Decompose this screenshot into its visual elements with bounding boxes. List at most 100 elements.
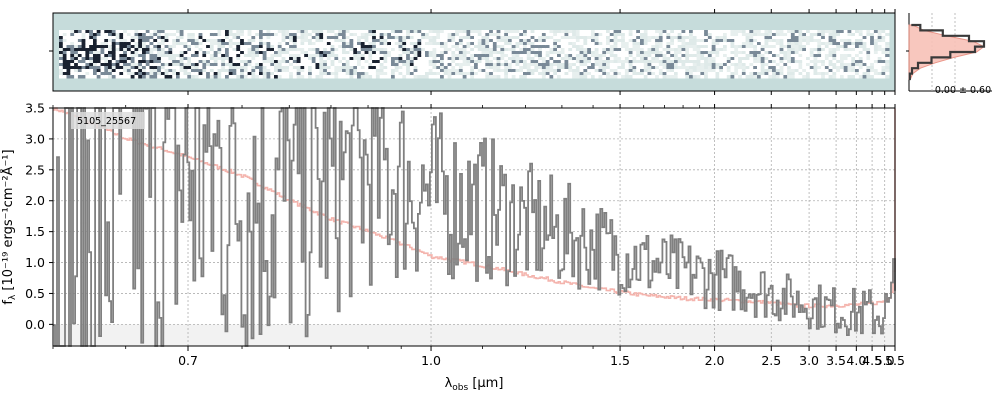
heatmap-cell <box>289 63 294 67</box>
heatmap-cell <box>840 30 845 34</box>
heatmap-cell <box>164 63 169 67</box>
heatmap-cell <box>379 48 384 52</box>
heatmap-cell <box>821 60 826 64</box>
heatmap-cell <box>862 45 867 49</box>
heatmap-cell <box>594 51 599 55</box>
heatmap-cell <box>836 54 841 58</box>
heatmap-cell <box>319 54 324 58</box>
heatmap-cell <box>779 48 784 52</box>
heatmap-cell <box>59 45 64 49</box>
heatmap-cell <box>194 54 200 58</box>
heatmap-cell <box>66 36 71 40</box>
heatmap-cell <box>202 51 207 55</box>
heatmap-cell <box>402 30 407 34</box>
heatmap-cell <box>557 69 562 73</box>
heatmap-cell <box>187 51 192 55</box>
heatmap-cell <box>696 69 701 73</box>
heatmap-cell <box>866 57 871 61</box>
heatmap-cell <box>458 57 464 61</box>
heatmap-cell <box>123 36 128 40</box>
heatmap-cell <box>85 54 90 58</box>
heatmap-cell <box>443 69 449 73</box>
heatmap-cell <box>711 75 716 79</box>
heatmap-cell <box>349 45 354 49</box>
heatmap-cell <box>115 72 120 76</box>
heatmap-cell <box>496 48 501 52</box>
heatmap-cell <box>436 30 441 34</box>
heatmap-cell <box>387 57 392 61</box>
heatmap-cell <box>292 30 298 34</box>
heatmap-cell <box>455 57 460 61</box>
heatmap-cell <box>640 51 645 55</box>
heatmap-cell <box>217 72 222 76</box>
heatmap-cell <box>636 42 641 46</box>
heatmap-cell <box>711 54 716 58</box>
heatmap-cell <box>93 48 98 52</box>
heatmap-cell <box>757 42 762 46</box>
heatmap-cell <box>421 63 426 67</box>
heatmap-cell <box>104 69 109 73</box>
heatmap-cell <box>651 36 656 40</box>
heatmap-cell <box>658 72 664 76</box>
heatmap-cell <box>885 36 890 40</box>
heatmap-cell <box>873 42 879 46</box>
heatmap-cell <box>206 75 211 79</box>
heatmap-cell <box>526 72 532 76</box>
heatmap-cell <box>357 60 362 64</box>
heatmap-cell <box>787 72 792 76</box>
heatmap-cell <box>198 33 203 37</box>
heatmap-cell <box>304 42 309 46</box>
heatmap-cell <box>583 63 588 67</box>
heatmap-cell <box>323 75 328 79</box>
heatmap-cell <box>447 63 452 67</box>
heatmap-cell <box>323 30 328 34</box>
heatmap-cell <box>345 63 350 67</box>
heatmap-cell <box>232 69 237 73</box>
heatmap-cell <box>292 45 298 49</box>
heatmap-cell <box>458 30 464 34</box>
heatmap-cell <box>240 42 245 46</box>
heatmap-cell <box>692 42 698 46</box>
heatmap-cell <box>700 54 705 58</box>
heatmap-cell <box>466 69 471 73</box>
heatmap-cell <box>428 48 433 52</box>
heatmap-cell <box>511 72 516 76</box>
heatmap-cell <box>840 33 845 37</box>
heatmap-cell <box>523 45 528 49</box>
heatmap-cell <box>881 33 886 37</box>
heatmap-cell <box>289 51 294 55</box>
heatmap-cell <box>372 36 377 40</box>
heatmap-cell <box>213 69 218 73</box>
heatmap-cell <box>251 63 256 67</box>
heatmap-cell <box>323 69 328 73</box>
heatmap-cell <box>877 30 882 34</box>
heatmap-cell <box>259 48 264 52</box>
heatmap-cell <box>749 42 754 46</box>
heatmap-cell <box>81 42 86 46</box>
heatmap-cell <box>813 42 818 46</box>
heatmap-cell <box>70 45 75 49</box>
heatmap-cell <box>530 45 535 49</box>
heatmap-cell <box>813 30 818 34</box>
heatmap-cell <box>421 39 426 43</box>
heatmap-cell <box>413 48 418 52</box>
heatmap-cell <box>168 60 173 64</box>
heatmap-cell <box>813 48 818 52</box>
heatmap-cell <box>387 75 392 79</box>
heatmap-cell <box>492 36 498 40</box>
heatmap-cell <box>870 51 875 55</box>
heatmap-cell <box>59 63 64 67</box>
heatmap-cell <box>809 57 815 61</box>
heatmap-cell <box>583 69 588 73</box>
heatmap-cell <box>572 51 577 55</box>
heatmap-cell <box>202 45 207 49</box>
heatmap-cell <box>779 75 784 79</box>
heatmap-cell <box>802 57 807 61</box>
heatmap-cell <box>560 66 566 70</box>
heatmap-cell <box>719 30 724 34</box>
heatmap-cell <box>274 45 279 49</box>
heatmap-cell <box>255 69 260 73</box>
heatmap-cell <box>617 69 622 73</box>
heatmap-cell <box>421 72 426 76</box>
heatmap-cell <box>296 45 301 49</box>
